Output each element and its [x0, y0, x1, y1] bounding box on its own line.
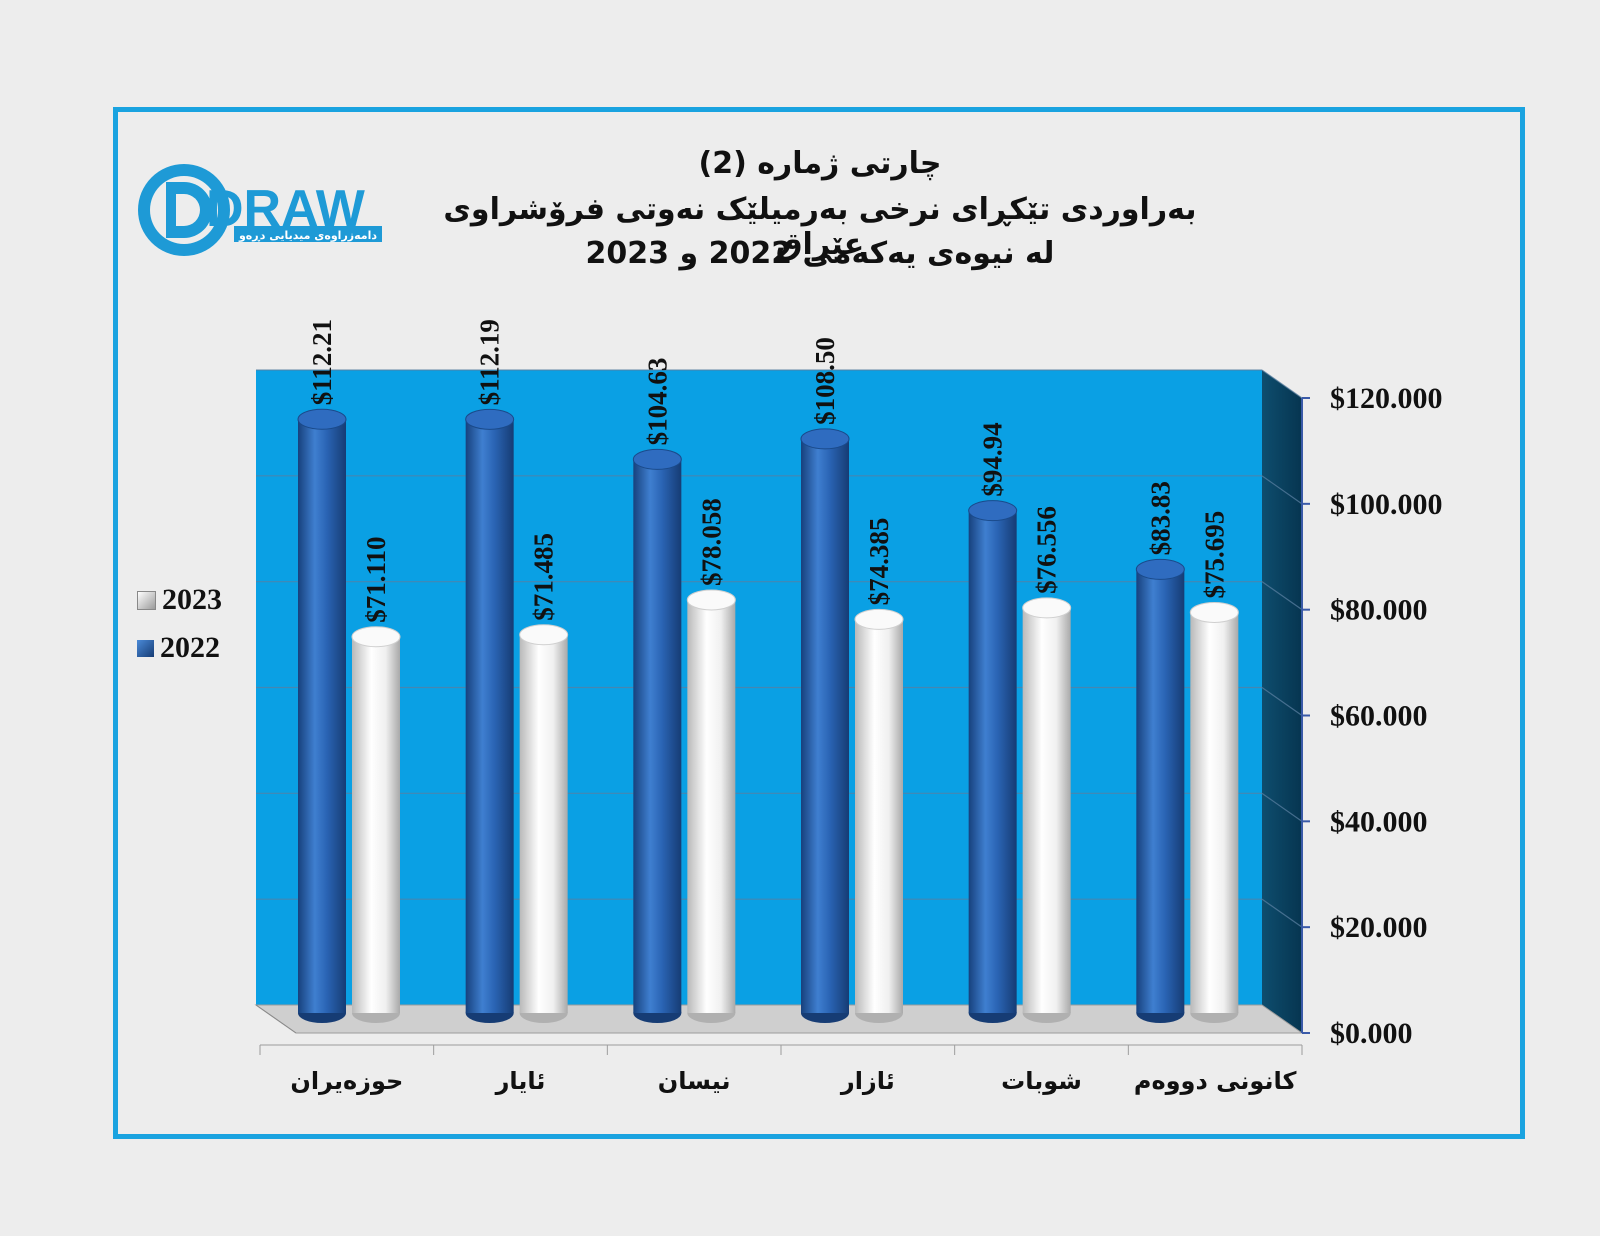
x-category-label: ئایار: [495, 1067, 546, 1095]
x-category-label: کانونی دووەم: [1134, 1067, 1297, 1095]
logo-subtitle: دامەزراوەی میدیایی دڕەو: [238, 229, 377, 242]
bar-body: [1190, 612, 1239, 1013]
chart-title-line-2: بەراوردی تێکڕای نرخی بەرمیلێک نەوتی فرۆش…: [443, 192, 1197, 262]
legend-item-2022: 2022: [137, 631, 220, 665]
data-label-2022: $108.50: [810, 337, 840, 425]
legend-item-2023: 2023: [137, 583, 222, 617]
data-label-2022: $104.63: [642, 358, 672, 446]
bar-cap: [351, 626, 401, 648]
bar-body: [352, 636, 400, 1013]
bar-cap: [1022, 597, 1072, 619]
bar-2023: [854, 608, 904, 1023]
bar-body: [465, 419, 514, 1014]
data-label-2022: $83.83: [1145, 481, 1175, 555]
bar-2022: [632, 448, 682, 1023]
chart-title-line-1: چارتی ژماره (2): [698, 146, 942, 181]
bar-2023: [1022, 597, 1072, 1023]
legend-label-2023: 2023: [162, 583, 222, 616]
bar-2022: [297, 408, 347, 1023]
chart-title-line-3: لە نیوەی یەکەمی 2022 و 2023: [585, 236, 1055, 271]
bar-body: [968, 510, 1017, 1013]
bar-cap: [1189, 601, 1239, 623]
x-category-label: ئازار: [840, 1067, 895, 1095]
y-tick-label: $80.000: [1330, 594, 1428, 627]
bar-2022: [800, 428, 850, 1023]
gridline-side: [1261, 475, 1303, 505]
bar-2023: [351, 626, 401, 1023]
data-label-2023: $76.556: [1032, 506, 1062, 594]
bar-cap: [968, 500, 1018, 522]
floor-edge: [255, 1004, 297, 1034]
bar-2022: [968, 500, 1018, 1023]
gridline-side: [1261, 581, 1303, 611]
bar-2022: [1135, 558, 1185, 1023]
legend-label-2022: 2022: [160, 631, 220, 664]
gridline-side: [1261, 369, 1303, 399]
data-label-2022: $94.94: [978, 422, 1008, 496]
x-category-label: شوبات: [1001, 1067, 1082, 1095]
bar-cap: [519, 624, 569, 646]
bar-cap: [686, 589, 736, 611]
y-tick-label: $20.000: [1330, 911, 1428, 944]
data-label-2023: $71.485: [529, 533, 559, 621]
bar-body: [1022, 607, 1071, 1013]
y-tick-label: $40.000: [1330, 805, 1428, 838]
gridline-side: [1261, 687, 1303, 716]
data-label-2023: $74.385: [864, 518, 894, 606]
bar-body: [687, 599, 736, 1013]
y-tick-label: $0.000: [1330, 1017, 1413, 1050]
draw-logo: DRAW دامەزراوەی میدیایی دڕەو: [136, 160, 396, 260]
bar-cap: [1135, 558, 1185, 580]
data-label-2022: $112.19: [475, 319, 505, 405]
data-label-2023: $78.058: [696, 498, 726, 586]
bar-cap: [854, 608, 904, 630]
data-label-2023: $75.695: [1199, 511, 1229, 599]
bar-2023: [519, 624, 569, 1023]
x-category-label: حوزەیران: [290, 1067, 403, 1095]
bar-cap: [465, 408, 515, 430]
bar-2023: [686, 589, 736, 1023]
legend-swatch-2022: [137, 639, 154, 657]
bar-cap: [297, 408, 347, 430]
bar-cap: [800, 428, 850, 450]
data-label-2022: $112.21: [307, 319, 337, 405]
bar-body: [519, 634, 568, 1013]
y-tick-label: $100.000: [1330, 488, 1443, 521]
bar-body: [633, 459, 682, 1014]
data-label-2023: $71.110: [361, 536, 391, 622]
bar-cap: [632, 448, 682, 470]
gridline-side: [1261, 792, 1303, 822]
bar-2023: [1189, 601, 1239, 1023]
bar-2022: [465, 408, 515, 1023]
y-tick-label: $60.000: [1330, 700, 1428, 733]
bar-body: [855, 619, 903, 1013]
bar-body: [298, 419, 346, 1014]
bar-body: [801, 438, 849, 1014]
y-tick-label: $120.000: [1330, 382, 1443, 415]
x-category-label: نیسان: [658, 1067, 731, 1095]
legend-swatch-2023: [137, 590, 156, 610]
gridline-side: [1261, 898, 1303, 928]
bar-body: [1136, 569, 1185, 1013]
